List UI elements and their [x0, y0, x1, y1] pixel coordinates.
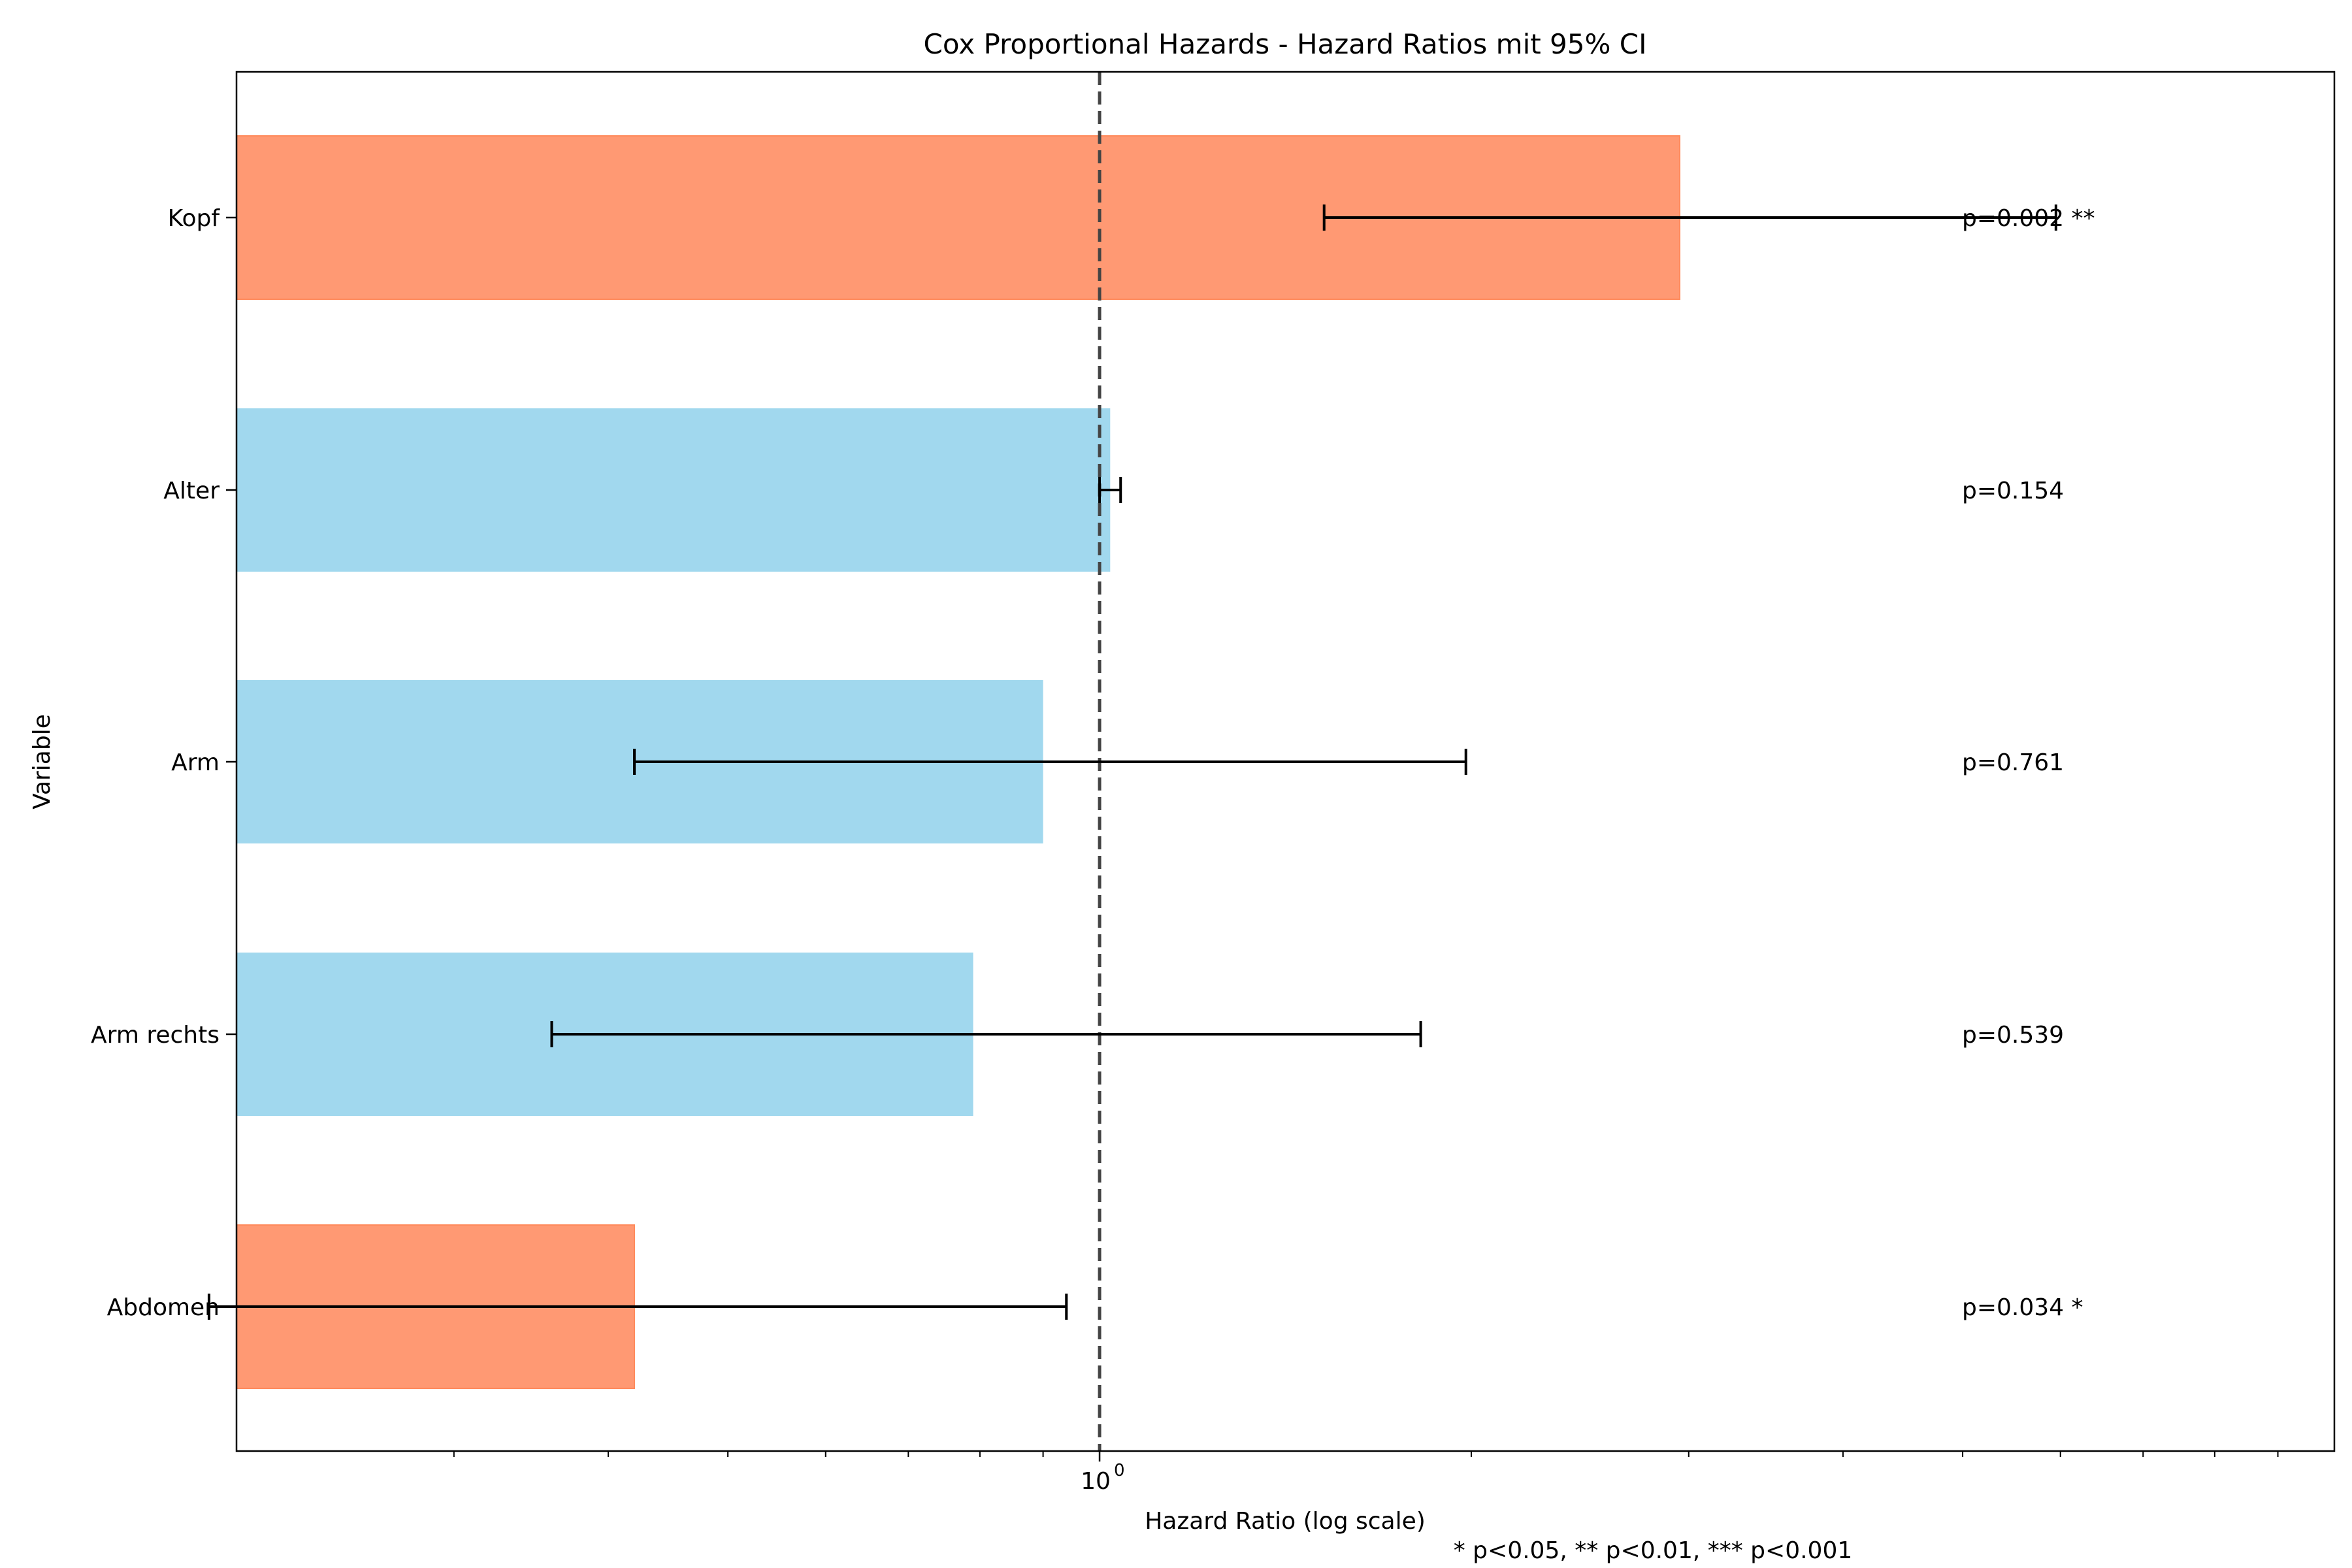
y-ticks-layer: Kopf Alter Arm Arm rechts Abdomen [91, 205, 237, 1321]
p-label-alter: p=0.154 [1962, 478, 2064, 504]
x-tick-label: 10 [1081, 1468, 1111, 1495]
y-tick-label-arm-rechts: Arm rechts [91, 1022, 220, 1049]
y-tick-label-kopf: Kopf [168, 205, 221, 232]
x-axis-label: Hazard Ratio (log scale) [1145, 1508, 1426, 1535]
chart-title: Cox Proportional Hazards - Hazard Ratios… [924, 28, 1647, 60]
p-value-labels-layer: p=0.002 ** p=0.154 p=0.761 p=0.539 p=0.034 * [1962, 205, 2095, 1321]
y-axis-label: Variable [29, 714, 56, 809]
x-tick-exponent: 0 [1114, 1461, 1125, 1480]
p-label-abdomen: p=0.034 * [1962, 1294, 2083, 1321]
significance-footnote: * p<0.05, ** p<0.01, *** p<0.001 [1454, 1537, 1853, 1564]
y-tick-label-alter: Alter [163, 478, 220, 504]
x-ticks-layer: 10 0 [453, 1451, 2279, 1495]
p-label-arm-rechts: p=0.539 [1962, 1022, 2064, 1049]
p-label-arm: p=0.761 [1962, 749, 2064, 776]
y-tick-label-abdomen: Abdomen [107, 1294, 220, 1321]
error-bars-layer [207, 204, 2057, 1320]
bar-alter [237, 408, 1111, 572]
y-tick-label-arm: Arm [171, 749, 220, 776]
p-label-kopf: p=0.002 ** [1962, 205, 2095, 232]
